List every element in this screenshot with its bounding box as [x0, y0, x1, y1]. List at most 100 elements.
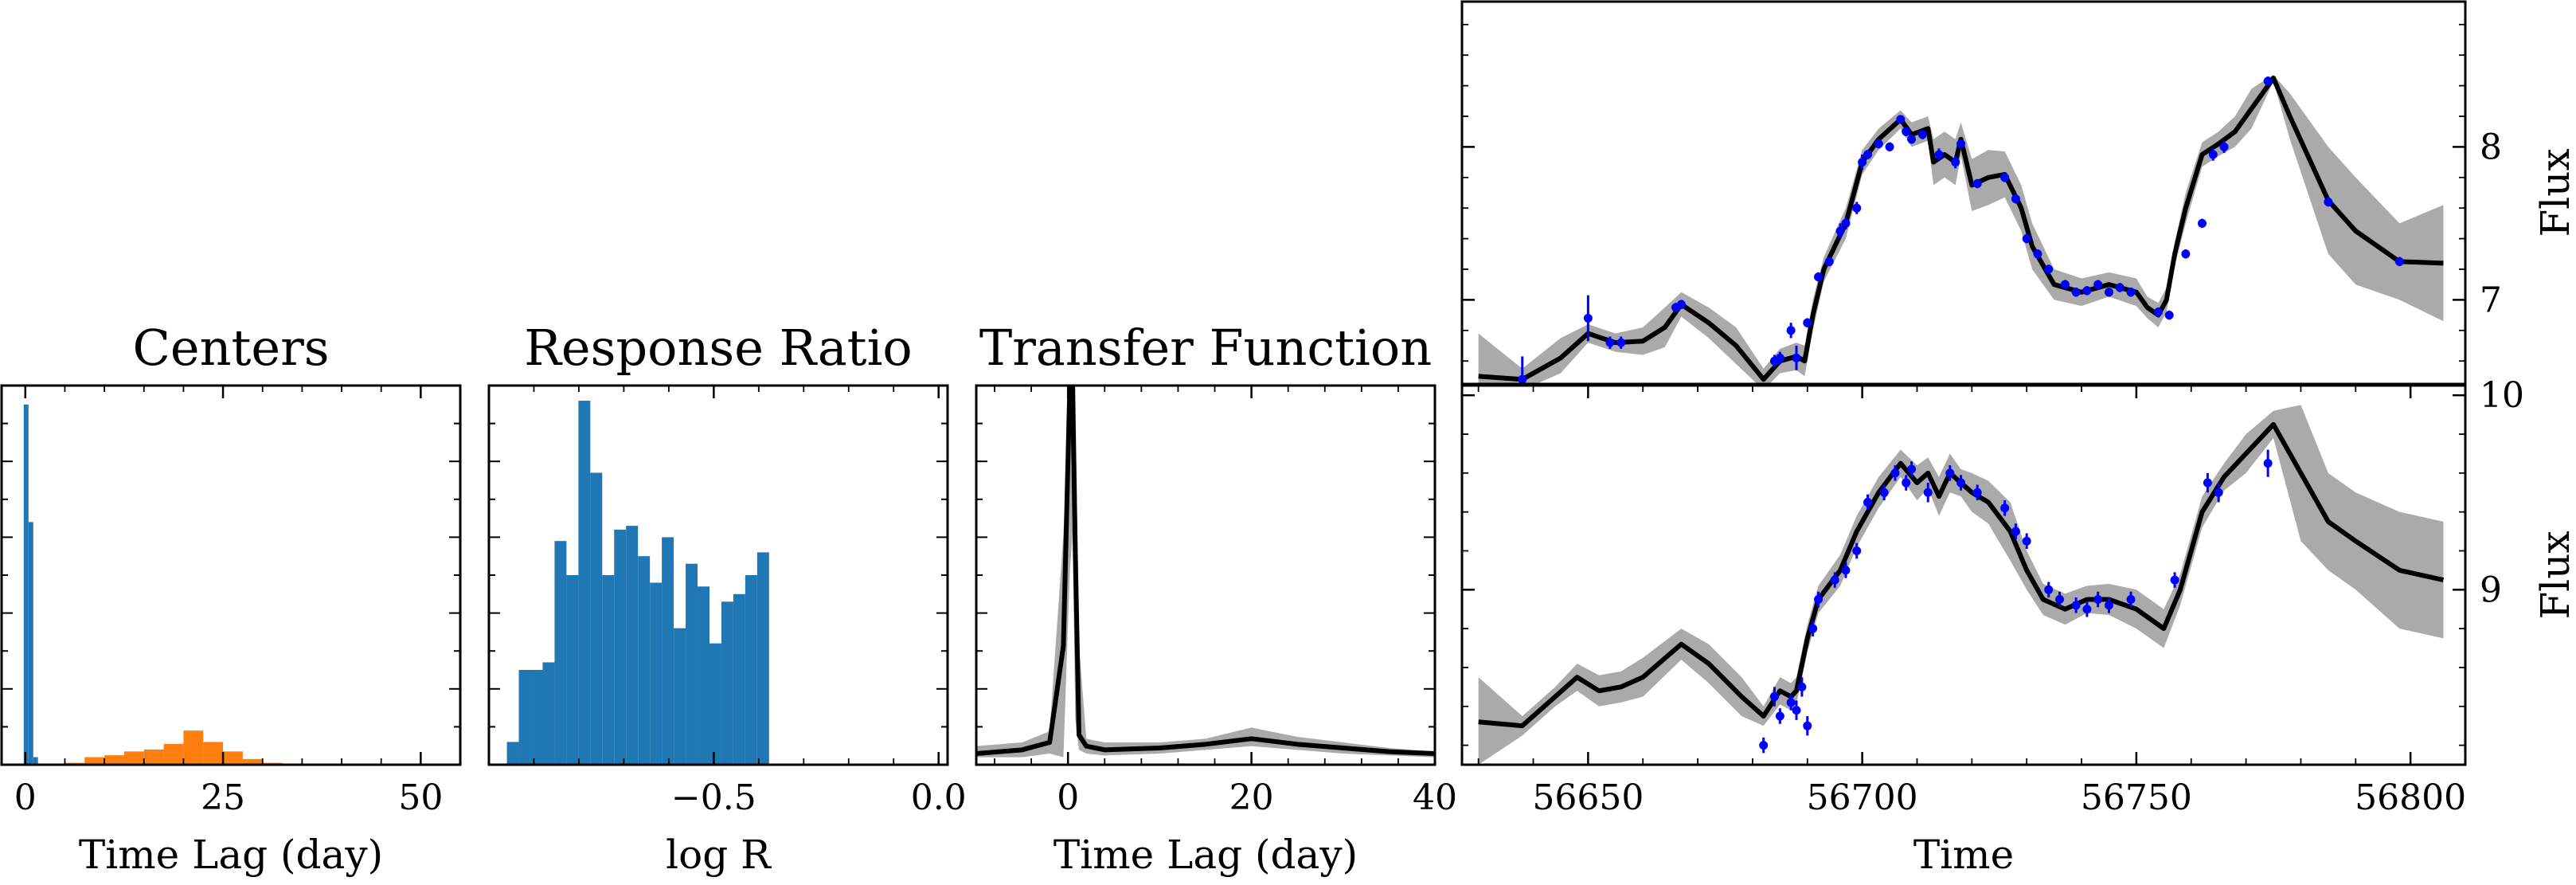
y-tick-label: 7 [2480, 280, 2502, 320]
data-point-14 [1890, 468, 1900, 478]
data-point-28 [2093, 595, 2103, 605]
data-point-31 [2033, 249, 2042, 259]
data-point-40 [2153, 307, 2163, 317]
bar-series0-15 [686, 563, 698, 765]
data-point-15 [1902, 478, 1911, 488]
bar-series1-7 [203, 742, 224, 765]
bar-series0-2 [33, 757, 38, 765]
x-tick-label: 0 [1057, 777, 1079, 818]
data-point-21 [2000, 503, 2010, 513]
x-tick-label: 56800 [2355, 777, 2466, 818]
bar-series1-1 [84, 757, 105, 765]
plot-area [1478, 405, 2445, 765]
data-point-33 [2214, 488, 2223, 497]
panel-4: 56650 56700 56750 56800 9 10 Time Flux [1460, 375, 2576, 878]
data-point-45 [2219, 142, 2229, 151]
x-tick-label: −0.5 [671, 777, 756, 818]
bar-series0-0 [23, 404, 29, 765]
bar-series0-1 [518, 670, 531, 765]
data-point-34 [2263, 459, 2273, 468]
data-point-26 [1956, 139, 1966, 149]
data-point-1 [1583, 313, 1593, 323]
bar-series0-13 [662, 537, 674, 765]
data-point-7 [1775, 353, 1784, 362]
data-point-26 [2071, 601, 2081, 610]
plot-area [506, 401, 769, 765]
bar-series0-9 [614, 529, 627, 765]
data-point-4 [1792, 706, 1801, 715]
x-tick-label: 56650 [1532, 777, 1644, 818]
data-point-22 [2011, 527, 2020, 536]
data-point-33 [2060, 280, 2070, 289]
x-axis-label: Time Lag (day) [79, 832, 383, 878]
data-point-5 [1676, 300, 1686, 309]
bar-series1-6 [183, 730, 204, 765]
data-point-20 [1896, 115, 1906, 124]
data-point-16 [1907, 464, 1917, 474]
data-point-31 [2170, 575, 2179, 585]
data-point-7 [1808, 624, 1818, 633]
data-point-25 [2054, 595, 2064, 605]
data-point-9 [1830, 575, 1839, 585]
plot-area [1478, 75, 2444, 384]
bar-series0-7 [590, 472, 603, 765]
data-point-18 [1945, 468, 1955, 478]
data-point-23 [1917, 130, 1927, 139]
uncertainty-band [976, 386, 1435, 758]
x-axis-label: log R [666, 832, 772, 878]
x-axis-label: Time Lag (day) [1053, 832, 1358, 878]
data-point-24 [2044, 585, 2054, 594]
panel-title: Response Ratio [524, 319, 913, 377]
data-point-6 [1803, 721, 1812, 730]
y-axis-label: Flux [2532, 148, 2576, 237]
panel-title: Transfer Function [979, 319, 1432, 377]
data-point-15 [1852, 203, 1862, 213]
bar-series0-19 [733, 593, 745, 765]
y-axis-label: Flux [2532, 531, 2576, 619]
data-point-35 [2082, 286, 2092, 296]
bar-series1-8 [223, 751, 243, 765]
data-point-19 [1956, 478, 1966, 488]
data-point-20 [1972, 488, 1982, 497]
data-point-18 [1874, 139, 1883, 149]
data-point-41 [2164, 311, 2174, 320]
x-axis-label: Time [1913, 832, 2014, 878]
bar-series0-18 [721, 601, 733, 765]
data-point-42 [2181, 249, 2191, 259]
x-tick-label: 40 [1413, 777, 1457, 818]
y-tick-label: 10 [2480, 375, 2524, 416]
bar-series0-5 [566, 575, 579, 765]
bar-series0-3 [542, 662, 555, 765]
bar-series0-8 [602, 575, 615, 765]
x-tick-label: 0.0 [911, 777, 967, 818]
data-point-2 [1775, 711, 1784, 721]
data-point-0 [1759, 741, 1769, 750]
panel-3: 7 8 Flux [1460, 0, 2576, 386]
data-point-2 [1605, 338, 1615, 347]
data-point-11 [1852, 546, 1862, 555]
data-point-27 [2082, 605, 2092, 614]
x-tick-label: 20 [1229, 777, 1274, 818]
data-point-37 [2104, 288, 2113, 297]
plot-area [976, 386, 1435, 758]
x-tick-label: 56750 [2081, 777, 2192, 818]
axes-frame [0, 384, 462, 766]
axes-frame [975, 384, 1437, 766]
data-point-8 [1814, 595, 1824, 605]
data-point-46 [2263, 76, 2273, 86]
y-tick-label: 8 [2480, 127, 2502, 167]
bar-series0-1 [28, 522, 33, 765]
data-point-12 [1863, 497, 1873, 507]
data-point-43 [2198, 218, 2207, 228]
data-point-32 [2203, 478, 2212, 488]
panel-title: Centers [132, 319, 329, 377]
y-tick-label: 9 [2480, 570, 2502, 610]
data-point-11 [1814, 272, 1824, 282]
data-point-12 [1824, 256, 1834, 266]
axes-frame [1460, 0, 2467, 386]
data-point-0 [1518, 374, 1527, 384]
bar-series0-10 [626, 526, 639, 765]
x-tick-label: 0 [14, 777, 37, 818]
data-point-28 [2000, 173, 2010, 182]
